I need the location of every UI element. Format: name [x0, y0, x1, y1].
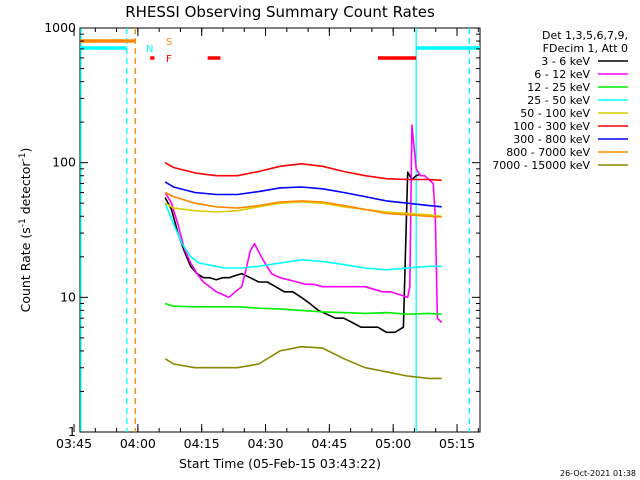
x-tick-label-1: 04:00: [120, 436, 156, 451]
y-axis-label-close: ): [18, 148, 33, 153]
x-tick-label-6: 05:15: [439, 436, 475, 451]
y-tick-label-2: 100: [52, 155, 76, 170]
plot-frame: [79, 27, 481, 433]
series-layer: [164, 124, 443, 380]
series-line-1: [164, 124, 443, 324]
x-tick-label-3: 04:30: [248, 436, 284, 451]
legend-label-0: 3 - 6 keV: [541, 55, 590, 68]
legend-label-1: 6 - 12 keV: [534, 68, 590, 81]
x-tick-label-4: 04:45: [311, 436, 347, 451]
x-tick-label-2: 04:15: [184, 436, 220, 451]
legend-label-7: 800 - 7000 keV: [506, 146, 590, 159]
series-line-3: [164, 202, 442, 271]
x-tick-label-5: 05:00: [375, 436, 411, 451]
legend-label-8: 7000 - 15000 keV: [492, 159, 590, 172]
series-line-8: [164, 345, 442, 380]
y-axis-label-exp2: -1: [18, 153, 28, 162]
legend: Det 1,3,5,6,7,9, FDecim 1, Att 0 3 - 6 k…: [492, 29, 628, 172]
series-line-0: [164, 171, 421, 334]
x-axis-ticks: 03:45 04:00 04:15 04:30 04:45 05:00 05:15: [56, 28, 479, 451]
y-axis-label: Count Rate (s-1 detector-1): [18, 148, 33, 313]
series-line-6: [164, 181, 442, 208]
series-line-2: [164, 302, 442, 316]
y-tick-label-1: 10: [60, 289, 76, 304]
plot-area: SNF 03:45 04:00 04:15 04:30 04:45 05:00 05:15 …: [44, 20, 481, 451]
legend-label-3: 25 - 50 keV: [527, 94, 590, 107]
y-axis-label-mid: detector: [18, 161, 33, 219]
y-axis-ticks: 1 10 100 1000: [44, 20, 480, 439]
y-axis-label-exp1: -1: [18, 218, 28, 227]
legend-label-4: 50 - 100 keV: [520, 107, 590, 120]
legend-label-6: 300 - 800 keV: [513, 133, 590, 146]
series-line-7: [164, 191, 442, 218]
legend-label-5: 100 - 300 keV: [513, 120, 590, 133]
y-tick-label-3: 1000: [44, 20, 76, 35]
y-axis-label-main: Count Rate (s: [18, 227, 33, 312]
y-tick-label-0: 1: [68, 424, 76, 439]
chart-title: RHESSI Observing Summary Count Rates: [125, 3, 435, 21]
flag-label-s: S: [166, 37, 172, 48]
x-axis-label: Start Time (05-Feb-15 03:43:22): [179, 456, 381, 471]
series-line-4: [164, 201, 442, 218]
x-tick-label-0: 03:45: [56, 436, 92, 451]
vertical-markers: [80, 28, 471, 432]
legend-label-2: 12 - 25 keV: [527, 81, 590, 94]
flag-label-f: F: [166, 54, 172, 65]
flag-bars: S N F: [80, 37, 480, 65]
series-line-5: [164, 162, 442, 182]
flag-label-n: N: [146, 44, 153, 55]
footer-date: 26-Oct-2021 01:38: [560, 469, 636, 478]
legend-header-line-1: Det 1,3,5,6,7,9,: [542, 29, 628, 42]
legend-header-line-2: FDecim 1, Att 0: [543, 42, 628, 55]
